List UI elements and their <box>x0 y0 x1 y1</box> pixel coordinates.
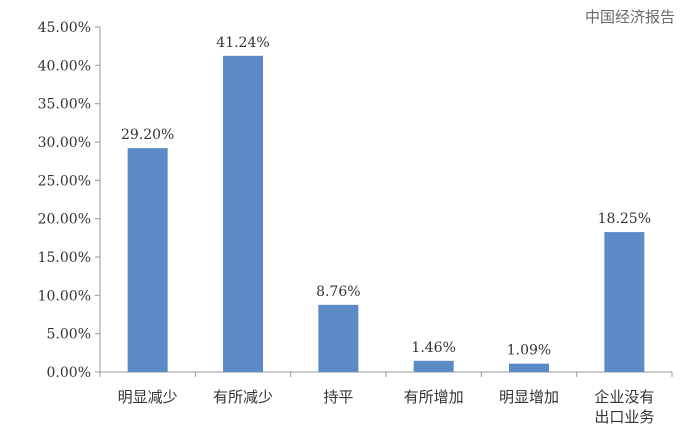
y-tick-label: 5.00% <box>47 327 91 343</box>
x-tick-label: 有所增加 <box>404 388 464 406</box>
y-tick-label: 15.00% <box>38 250 91 266</box>
y-tick-label: 45.00% <box>38 20 91 36</box>
y-tick-label: 0.00% <box>47 365 91 381</box>
data-label: 29.20% <box>121 127 174 143</box>
bar <box>318 304 359 372</box>
bar <box>127 148 168 372</box>
data-label: 1.46% <box>411 340 455 356</box>
x-tick-label: 明显增加 <box>499 388 559 406</box>
y-tick-label: 10.00% <box>38 288 91 304</box>
bar <box>413 360 454 372</box>
data-label: 18.25% <box>598 211 651 227</box>
x-tick-label: 出口业务 <box>594 408 654 426</box>
y-tick-label: 35.00% <box>38 97 91 113</box>
bar <box>223 55 263 373</box>
x-tick-label: 有所减少 <box>213 388 273 406</box>
data-label: 41.24% <box>216 35 269 51</box>
x-tick-label: 企业没有 <box>594 388 654 406</box>
bar <box>509 363 549 372</box>
bar <box>604 232 645 372</box>
x-tick-label: 持平 <box>323 388 353 406</box>
y-tick-label: 20.00% <box>38 212 91 228</box>
x-tick-label: 明显减少 <box>118 388 178 406</box>
y-tick-label: 25.00% <box>38 173 91 189</box>
watermark: 中国经济报告 <box>585 8 676 26</box>
data-label: 1.09% <box>507 343 551 359</box>
y-tick-label: 30.00% <box>38 135 91 151</box>
y-tick-label: 40.00% <box>38 58 91 74</box>
data-label: 8.76% <box>316 284 360 300</box>
